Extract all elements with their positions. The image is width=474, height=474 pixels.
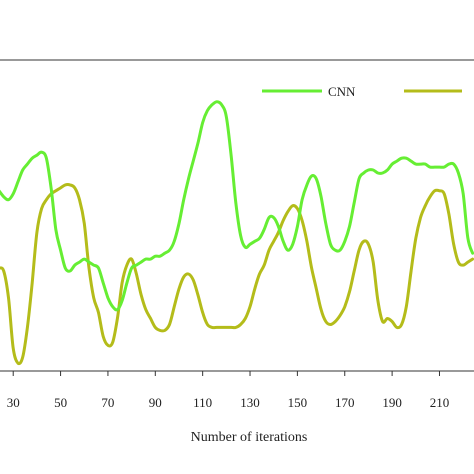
x-tick-label: 190 xyxy=(382,395,402,410)
legend-label: CNN xyxy=(328,84,356,99)
x-tick-label: 70 xyxy=(101,395,114,410)
x-tick-label: 150 xyxy=(288,395,308,410)
series-line-cnn xyxy=(0,100,474,312)
x-tick-label: 130 xyxy=(240,395,260,410)
series-line-2 xyxy=(0,183,474,366)
x-tick-label: 110 xyxy=(193,395,212,410)
legend: CNN xyxy=(262,84,462,99)
x-tick-label: 170 xyxy=(335,395,355,410)
x-tick-label: 30 xyxy=(7,395,20,410)
x-tick-label: 210 xyxy=(430,395,450,410)
x-axis-title: Number of iterations xyxy=(191,430,308,445)
series-layer xyxy=(0,100,474,366)
x-tick-layer: 30 50 70 90 110 130 150 170 190 210 xyxy=(7,371,450,410)
x-tick-label: 50 xyxy=(54,395,67,410)
x-tick-label: 90 xyxy=(149,395,162,410)
plot-frame xyxy=(0,59,474,372)
